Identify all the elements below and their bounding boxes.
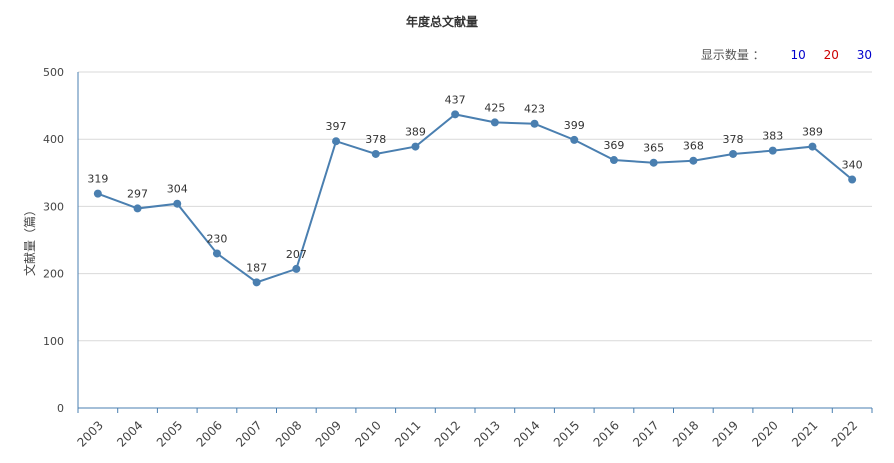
x-tick-labels: 2003 2004 2005 2006 2007 2008 2009 2010 2011 2012…	[74, 418, 860, 449]
x-tick-2010: 2010	[352, 418, 383, 449]
x-tick-2020: 2020	[749, 418, 780, 449]
x-tick-2015: 2015	[551, 418, 582, 449]
data-point-2006	[212, 249, 221, 258]
data-point-2012	[451, 110, 460, 119]
display-count-option-10[interactable]: 10	[790, 48, 806, 62]
axes	[77, 72, 873, 413]
data-point-2003	[93, 189, 102, 198]
data-label-2007: 187	[246, 261, 267, 274]
data-label-2011: 389	[405, 126, 426, 139]
data-points	[93, 110, 857, 287]
y-tick-400: 400	[43, 133, 64, 146]
x-tick-2008: 2008	[273, 418, 304, 449]
data-label-2013: 425	[484, 101, 505, 114]
series-line	[97, 113, 853, 284]
data-point-2008	[292, 264, 301, 273]
data-label-2004: 297	[127, 187, 148, 200]
data-label-2005: 304	[167, 183, 188, 196]
x-tick-2009: 2009	[313, 418, 344, 449]
x-tick-2019: 2019	[710, 418, 741, 449]
data-point-2022	[848, 175, 857, 184]
data-label-2015: 399	[564, 119, 585, 132]
y-axis-label: 文献量（篇）	[22, 204, 37, 276]
data-point-2013	[490, 118, 499, 127]
data-point-2017	[649, 158, 658, 167]
x-tick-2017: 2017	[630, 418, 661, 449]
series-line-0	[97, 113, 853, 284]
x-tick-2012: 2012	[432, 418, 463, 449]
x-tick-2005: 2005	[154, 418, 185, 449]
data-label-2017: 365	[643, 142, 664, 155]
data-label-2021: 389	[802, 126, 823, 139]
x-tick-2013: 2013	[471, 418, 502, 449]
data-label-2003: 319	[87, 173, 108, 186]
y-tick-100: 100	[43, 335, 64, 348]
x-tick-2007: 2007	[233, 418, 264, 449]
data-point-2005	[173, 199, 182, 208]
x-tick-2003: 2003	[74, 418, 105, 449]
display-count-label: 显示数量 ：	[700, 48, 765, 62]
gridlines	[78, 71, 872, 342]
x-tick-2006: 2006	[194, 418, 225, 449]
data-point-2009	[332, 137, 341, 146]
data-label-2006: 230	[206, 232, 227, 245]
y-tick-500: 500	[43, 66, 64, 79]
y-tick-300: 300	[43, 200, 64, 213]
x-tick-2022: 2022	[829, 418, 860, 449]
data-point-2019	[729, 149, 738, 158]
data-label-2009: 397	[326, 120, 347, 133]
data-label-2020: 383	[762, 130, 783, 143]
display-count-selector: 显示数量 ： 10 20 30	[701, 46, 872, 63]
data-label-2010: 378	[365, 133, 386, 146]
x-tick-2004: 2004	[114, 418, 145, 449]
data-point-2015	[570, 135, 579, 144]
data-point-2007	[252, 278, 261, 287]
data-point-2021	[808, 142, 817, 151]
data-point-2014	[530, 119, 539, 128]
data-point-2016	[609, 156, 618, 165]
display-count-option-30[interactable]: 30	[856, 48, 872, 62]
data-point-2020	[768, 146, 777, 155]
data-label-2008: 207	[286, 248, 307, 261]
y-tick-labels: 0 100 200 300 400 500	[43, 66, 64, 415]
x-tick-2018: 2018	[670, 418, 701, 449]
data-label-2019: 378	[723, 133, 744, 146]
data-label-2012: 437	[445, 93, 466, 106]
data-label-2022: 340	[842, 159, 863, 172]
x-tick-2021: 2021	[789, 418, 820, 449]
data-label-2016: 369	[603, 139, 624, 152]
y-tick-0: 0	[57, 402, 64, 415]
x-tick-2011: 2011	[392, 418, 423, 449]
data-label-2018: 368	[683, 140, 704, 153]
x-tick-2014: 2014	[511, 418, 542, 449]
chart-title: 年度总文献量	[405, 15, 478, 29]
data-label-2014: 423	[524, 103, 545, 116]
data-point-2018	[689, 156, 698, 165]
data-point-2010	[371, 149, 380, 158]
y-tick-200: 200	[43, 268, 64, 281]
x-tick-2016: 2016	[591, 418, 622, 449]
data-point-2004	[133, 204, 142, 213]
display-count-option-20[interactable]: 20	[823, 48, 839, 62]
data-labels: 319 297 304 230 187 207 397 378 389 437 425 423 399 3…	[87, 93, 862, 274]
data-point-2011	[411, 142, 420, 151]
